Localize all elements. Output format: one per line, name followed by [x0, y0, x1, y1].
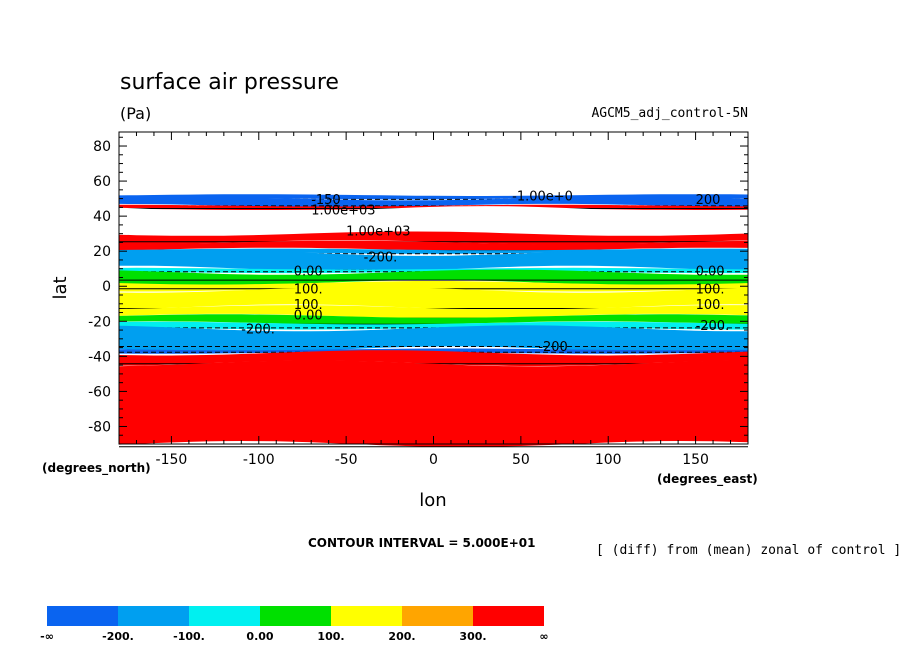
y-tick-label: 60 [93, 174, 111, 190]
x-units-label: (degrees_east) [657, 472, 758, 487]
contour-label: 1.00e+03 [311, 203, 375, 218]
colorbar: -∞ -200. -100. 0.00 100. 200. 300. ∞ [40, 606, 549, 643]
contour-band [119, 269, 748, 286]
colorbar-label: 100. [317, 630, 344, 643]
contour-label: -200. [241, 323, 275, 338]
contour-band [119, 360, 748, 447]
y-tick-label: 80 [93, 139, 111, 155]
contour-label: -200. [696, 319, 730, 334]
colorbar-label: 0.00 [246, 630, 273, 643]
colorbar-swatch [118, 606, 189, 626]
colorbar-label: -∞ [40, 630, 54, 643]
contour-label: 1.00e+03 [346, 224, 410, 239]
colorbar-label: -200. [102, 630, 134, 643]
contour-interval-label: CONTOUR INTERVAL = 5.000E+01 [308, 536, 535, 550]
contour-band [119, 240, 748, 252]
y-tick-label: 20 [93, 244, 111, 260]
x-tick-label: 100 [595, 452, 622, 468]
y-tick-label: -60 [88, 384, 111, 400]
contour-band [119, 206, 748, 237]
contour-band [119, 325, 748, 353]
contour-label: -200. [364, 251, 398, 266]
contour-label: 200 [696, 193, 721, 208]
contour-band [119, 350, 748, 366]
description-label: [ (diff) from (mean) zonal of control ] [596, 543, 901, 558]
colorbar-label: 200. [388, 630, 415, 643]
colorbar-swatch [402, 606, 473, 626]
y-tick-label: -20 [88, 314, 111, 330]
dataset-label: AGCM5_adj_control-5N [591, 106, 748, 121]
y-units-label: (degrees_north) [42, 461, 151, 476]
chart-title: surface air pressure [120, 70, 339, 95]
contour-band [119, 314, 748, 325]
colorbar-label: 300. [459, 630, 486, 643]
contour-band [119, 194, 748, 200]
colorbar-swatch [47, 606, 118, 626]
contour-label: 0.00 [294, 265, 323, 280]
x-tick-label: -100 [243, 452, 275, 468]
y-tick-label: -80 [88, 419, 111, 435]
contour-label: 0.00 [294, 309, 323, 324]
x-tick-label: 50 [512, 452, 530, 468]
colorbar-swatch [331, 606, 402, 626]
contour-band [119, 249, 748, 272]
contour-label: -150 [311, 193, 341, 208]
contour-label: 100. [294, 298, 323, 313]
y-tick-label: 40 [93, 209, 111, 225]
colorbar-label: ∞ [539, 630, 548, 643]
contour-bands [119, 129, 748, 448]
units-label: (Pa) [120, 104, 151, 123]
contour-label: 100. [294, 282, 323, 297]
x-tick-label: -50 [335, 452, 358, 468]
colorbar-swatch [473, 606, 544, 626]
contour-band [119, 305, 748, 319]
contour-band [119, 248, 748, 254]
axis-ticks: -150 -100 -50 0 50 100 150806040200-20-40-60-8… [88, 132, 748, 468]
y-axis-label: lat [50, 276, 71, 299]
x-tick-label: 150 [682, 452, 709, 468]
contour-labels: -1.00e+0-1501.00e+032001.00e+03-200.0.00… [241, 189, 730, 355]
contour-band [119, 321, 748, 330]
contour-label: -200 [538, 340, 568, 355]
colorbar-swatch [260, 606, 331, 626]
contour-label: 100. [696, 282, 725, 297]
contour-label: 100. [696, 298, 725, 313]
x-tick-label: 0 [429, 452, 438, 468]
contour-band [119, 286, 748, 311]
colorbar-swatch [189, 606, 260, 626]
colorbar-label: -100. [173, 630, 205, 643]
y-tick-label: 0 [102, 279, 111, 295]
contour-label: 0.00 [696, 265, 725, 280]
contour-label: -1.00e+0 [512, 189, 573, 204]
y-tick-label: -40 [88, 349, 111, 365]
contour-band [119, 196, 748, 208]
x-axis-label: lon [419, 490, 446, 511]
contour-band [119, 129, 748, 199]
x-tick-label: -150 [156, 452, 188, 468]
